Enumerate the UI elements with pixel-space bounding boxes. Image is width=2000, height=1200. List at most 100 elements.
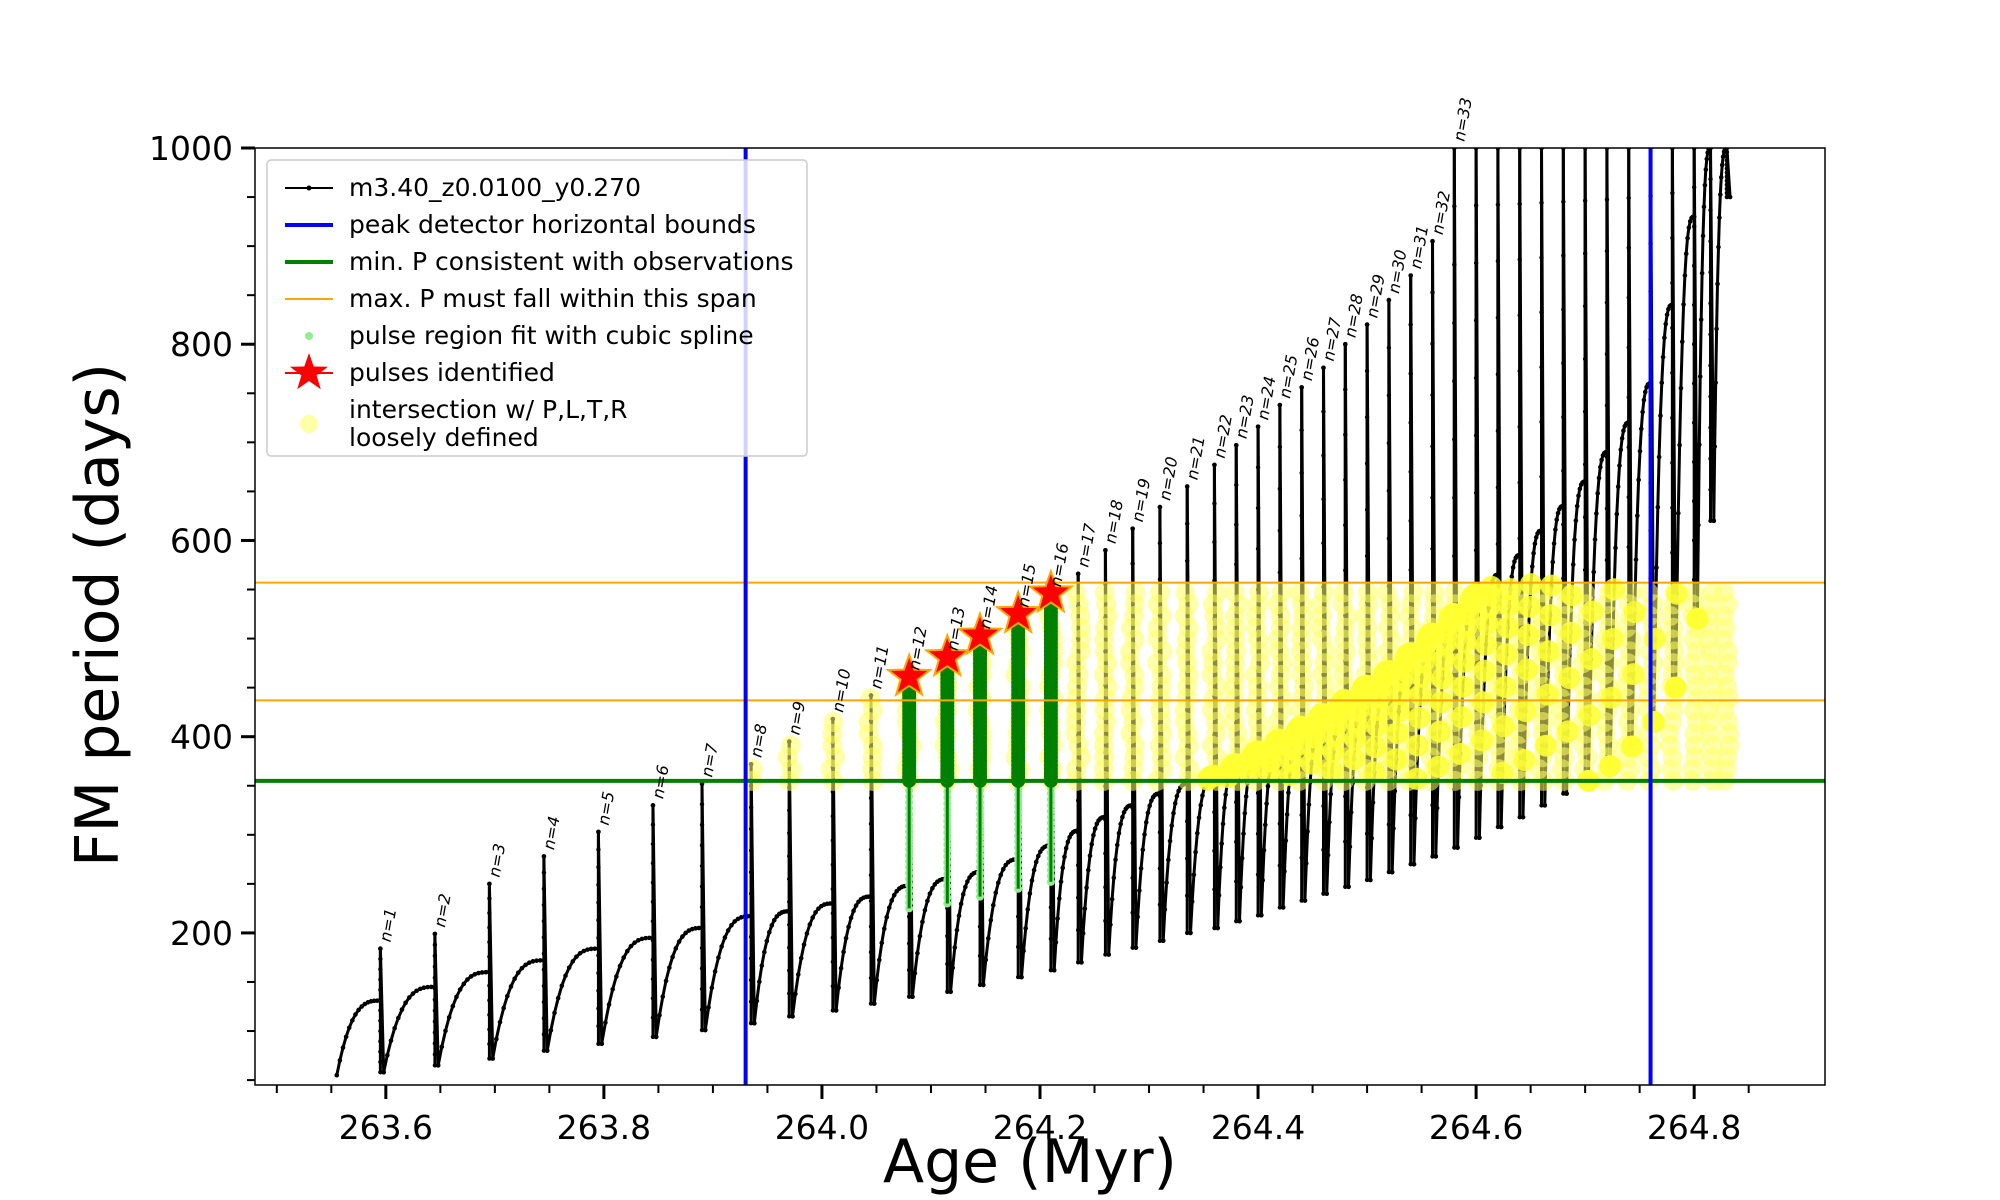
track-point (1164, 880, 1169, 885)
track-point (1054, 940, 1059, 945)
track-point (1215, 926, 1220, 931)
track-point (1713, 380, 1718, 385)
track-point (670, 955, 675, 960)
track-point (621, 955, 626, 960)
track-point (1237, 919, 1242, 924)
track-point (799, 956, 804, 961)
intersection-point (1452, 676, 1474, 698)
track-point (505, 994, 510, 999)
track-point (755, 999, 760, 1004)
intersection-point (1580, 648, 1602, 670)
track-point (1662, 336, 1667, 341)
legend-marker (307, 186, 312, 191)
track-point (1239, 885, 1244, 890)
track-point (1697, 442, 1702, 447)
track-point (1062, 855, 1067, 860)
intersection-point (1321, 760, 1343, 782)
intersection-point (1289, 582, 1309, 602)
track-point (1025, 907, 1030, 912)
intersection-point (860, 688, 880, 708)
track-point (1714, 327, 1719, 332)
intersection-point (1557, 720, 1579, 742)
intersection-point (1430, 691, 1452, 713)
track-point (1576, 494, 1581, 499)
track-point (625, 949, 630, 954)
track-point (879, 941, 884, 946)
track-point (347, 1025, 352, 1030)
track-point (1223, 792, 1228, 797)
track-point (961, 892, 966, 897)
track-point (1089, 842, 1094, 847)
track-point (991, 903, 996, 908)
track-point (1692, 214, 1697, 219)
track-point (889, 898, 894, 903)
track-point (1115, 843, 1120, 848)
track-point (1263, 823, 1268, 828)
track-point (983, 958, 988, 963)
track-point (451, 1004, 456, 1009)
track-point (436, 1063, 441, 1068)
track-point (1081, 931, 1086, 936)
track-point (378, 946, 383, 951)
track-point (516, 970, 521, 975)
track-point (1052, 968, 1057, 973)
track-point (433, 932, 438, 937)
track-point (599, 1041, 604, 1046)
track-point (1634, 557, 1639, 562)
track-point (1616, 484, 1621, 489)
track-point (872, 1001, 877, 1006)
track-point (1110, 897, 1115, 902)
track-point (654, 1035, 659, 1040)
track-point (950, 966, 955, 971)
track-point (913, 971, 918, 976)
track-point (1137, 888, 1142, 893)
track-point (892, 893, 897, 898)
track-point (596, 946, 601, 951)
track-point (988, 918, 993, 923)
intersection-point (1451, 706, 1473, 728)
track-point (1605, 450, 1610, 455)
track-point (1282, 869, 1287, 874)
track-point (1635, 513, 1640, 518)
track-point (807, 922, 812, 927)
track-point (1655, 505, 1660, 510)
track-point (846, 925, 851, 930)
track-point (1064, 846, 1069, 851)
track-point (849, 916, 854, 921)
track-point (1266, 784, 1271, 789)
track-point (1244, 794, 1249, 799)
legend-marker (305, 332, 313, 340)
track-point (674, 946, 679, 951)
track-point (461, 982, 466, 987)
track-point (930, 886, 935, 891)
track-point (487, 970, 492, 975)
track-point (447, 1015, 452, 1020)
track-point (657, 1013, 662, 1018)
track-point (341, 1045, 346, 1050)
track-point (1658, 413, 1663, 418)
track-point (512, 976, 517, 981)
intersection-point (1385, 748, 1407, 770)
track-point (677, 939, 682, 944)
track-point (762, 950, 767, 955)
track-point (1728, 195, 1733, 200)
track-point (910, 994, 915, 999)
intersection-point (1207, 582, 1227, 602)
track-point (560, 984, 565, 989)
track-point (556, 996, 561, 1001)
track-point (1572, 538, 1577, 543)
track-point (1185, 484, 1190, 489)
track-point (1597, 476, 1602, 481)
track-point (1643, 390, 1648, 395)
track-point (1001, 867, 1006, 872)
track-point (542, 958, 547, 963)
track-point (1642, 398, 1647, 403)
track-point (1390, 870, 1395, 875)
track-point (796, 972, 801, 977)
track-point (948, 989, 953, 994)
y-tick-label: 400 (170, 718, 233, 757)
track-point (1144, 820, 1149, 825)
track-point (1130, 803, 1135, 808)
track-point (767, 930, 772, 935)
